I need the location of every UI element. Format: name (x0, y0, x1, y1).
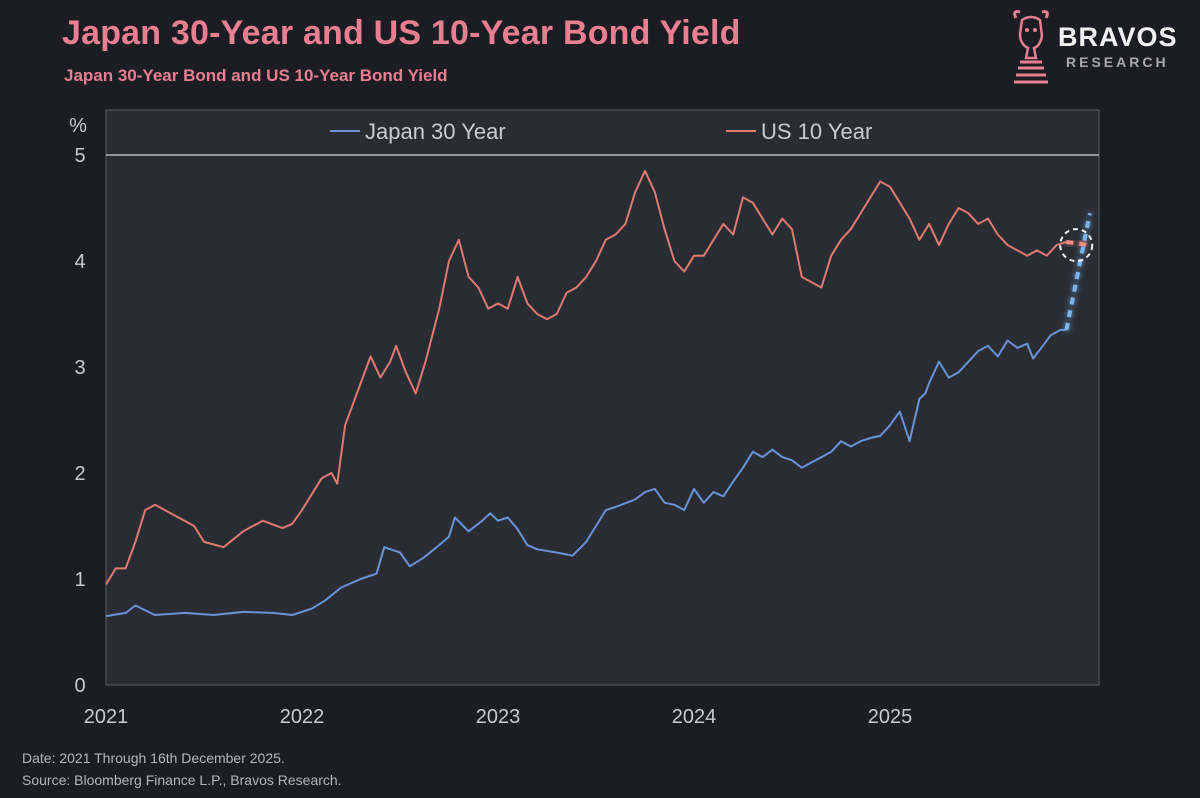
x-tick-label: 2025 (868, 706, 913, 728)
x-tick-label: 2024 (672, 706, 717, 728)
projection-line-japan-30y (1064, 212, 1092, 331)
brand-logo: BRAVOS RESEARCH (1008, 8, 1188, 88)
x-tick-label: 2023 (476, 706, 521, 728)
chart-title: Japan 30-Year and US 10-Year Bond Yield (62, 14, 741, 52)
legend-label: Japan 30 Year (365, 119, 506, 144)
y-tick-label: 2 (74, 463, 85, 485)
chart-subtitle: Japan 30-Year Bond and US 10-Year Bond Y… (64, 66, 448, 85)
x-tick-label: 2021 (84, 706, 129, 728)
y-tick-label: 3 (74, 357, 85, 379)
legend-label: US 10 Year (761, 119, 872, 144)
bull-chess-knight-icon (1013, 10, 1049, 84)
y-tick-label: 4 (74, 251, 85, 273)
series-line-japan-30y (105, 328, 1067, 618)
y-tick-label: 0 (74, 675, 85, 697)
series-line-us-10y (105, 169, 1067, 585)
brand-name: BRAVOS (1058, 22, 1178, 52)
projection-line-us-10y (1066, 239, 1091, 248)
x-tick-label: 2022 (280, 706, 325, 728)
footer-date: Date: 2021 Through 16th December 2025. (22, 750, 285, 766)
plot-area (105, 109, 1100, 686)
y-tick-label: 5 (74, 145, 85, 167)
intersection-marker (1059, 228, 1094, 263)
brand-sub: RESEARCH (1066, 54, 1169, 70)
y-tick-label: 1 (74, 569, 85, 591)
footer-source: Source: Bloomberg Finance L.P., Bravos R… (22, 772, 342, 788)
y-axis-unit: % (69, 115, 87, 137)
